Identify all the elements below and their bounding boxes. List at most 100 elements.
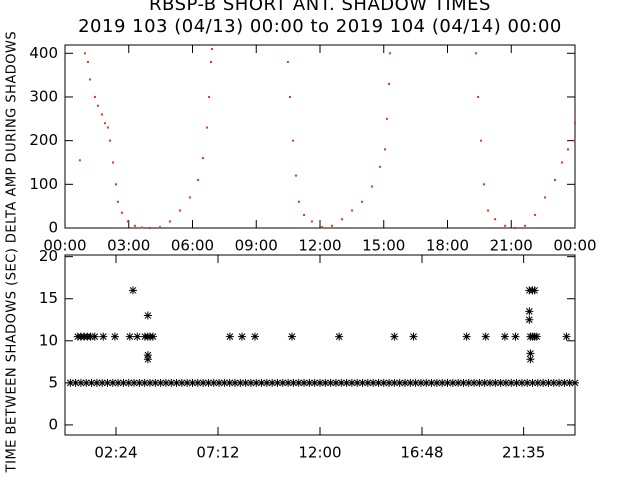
point bbox=[525, 307, 534, 316]
x-tick-label: 06:00 bbox=[171, 237, 214, 255]
point bbox=[129, 286, 137, 295]
point bbox=[99, 332, 108, 341]
point bbox=[562, 332, 571, 341]
point bbox=[310, 220, 313, 223]
point bbox=[193, 378, 202, 387]
point bbox=[268, 378, 277, 387]
point bbox=[335, 332, 344, 341]
point bbox=[511, 332, 520, 341]
point bbox=[379, 378, 388, 387]
point bbox=[501, 378, 510, 387]
point bbox=[351, 209, 354, 212]
point bbox=[66, 378, 75, 387]
point bbox=[273, 378, 282, 387]
point bbox=[108, 378, 117, 387]
point bbox=[480, 378, 489, 387]
point bbox=[225, 332, 234, 341]
point bbox=[483, 183, 486, 186]
x-tick-label: 16:48 bbox=[400, 444, 443, 462]
point bbox=[167, 378, 176, 387]
point bbox=[110, 332, 119, 341]
point bbox=[554, 178, 557, 181]
point bbox=[342, 378, 351, 387]
point bbox=[125, 332, 134, 341]
point bbox=[422, 378, 431, 387]
y-tick-label: 300 bbox=[29, 87, 58, 105]
point bbox=[93, 95, 96, 98]
point bbox=[320, 226, 323, 229]
point bbox=[146, 378, 154, 387]
point bbox=[133, 332, 142, 341]
point bbox=[532, 332, 541, 341]
point bbox=[438, 378, 447, 387]
point bbox=[544, 378, 553, 387]
point bbox=[496, 378, 505, 387]
point bbox=[353, 378, 362, 387]
point bbox=[148, 332, 157, 341]
x-tick-label: 02:24 bbox=[94, 444, 137, 462]
point bbox=[462, 332, 471, 341]
point bbox=[384, 148, 387, 151]
point bbox=[416, 378, 425, 387]
point bbox=[378, 165, 381, 168]
point bbox=[238, 332, 247, 341]
point bbox=[78, 159, 81, 162]
point bbox=[86, 61, 89, 64]
point bbox=[530, 286, 539, 295]
point bbox=[215, 378, 224, 387]
point bbox=[204, 378, 213, 387]
point bbox=[89, 78, 92, 81]
point bbox=[119, 378, 128, 387]
point bbox=[289, 378, 298, 387]
point bbox=[517, 378, 526, 387]
point bbox=[178, 209, 181, 212]
point bbox=[409, 332, 418, 341]
point bbox=[188, 196, 191, 199]
point bbox=[209, 61, 212, 64]
point bbox=[500, 332, 509, 341]
point bbox=[82, 378, 91, 387]
point bbox=[330, 224, 333, 227]
point bbox=[209, 378, 218, 387]
point bbox=[143, 351, 152, 360]
point bbox=[252, 378, 261, 387]
x-tick-label: 21:00 bbox=[490, 237, 533, 255]
x-tick-label: 00:00 bbox=[553, 237, 596, 255]
point bbox=[130, 378, 139, 387]
point bbox=[561, 161, 564, 164]
point bbox=[183, 378, 192, 387]
point bbox=[491, 378, 500, 387]
y-tick-label: 100 bbox=[29, 175, 58, 193]
point bbox=[199, 378, 208, 387]
point bbox=[278, 378, 287, 387]
point bbox=[126, 220, 129, 223]
point bbox=[300, 378, 309, 387]
point bbox=[347, 378, 356, 387]
point bbox=[470, 378, 479, 387]
x-tick-label: 12:00 bbox=[298, 444, 341, 462]
point bbox=[140, 226, 143, 229]
x-tick-label: 00:00 bbox=[43, 237, 86, 255]
point bbox=[76, 378, 85, 387]
point bbox=[172, 378, 181, 387]
point bbox=[96, 104, 99, 107]
point bbox=[236, 378, 245, 387]
point bbox=[331, 378, 340, 387]
point bbox=[486, 378, 494, 387]
point bbox=[432, 378, 441, 387]
point bbox=[369, 378, 378, 387]
point bbox=[120, 211, 123, 214]
point bbox=[361, 200, 364, 203]
point bbox=[92, 378, 101, 387]
point bbox=[86, 332, 95, 341]
point bbox=[305, 378, 314, 387]
point bbox=[143, 311, 152, 320]
point bbox=[514, 227, 517, 229]
point bbox=[106, 126, 109, 129]
point bbox=[573, 139, 576, 142]
point bbox=[560, 378, 569, 387]
y-tick-label: 0 bbox=[48, 415, 58, 433]
point bbox=[454, 378, 463, 387]
point bbox=[494, 218, 497, 221]
point bbox=[220, 378, 229, 387]
